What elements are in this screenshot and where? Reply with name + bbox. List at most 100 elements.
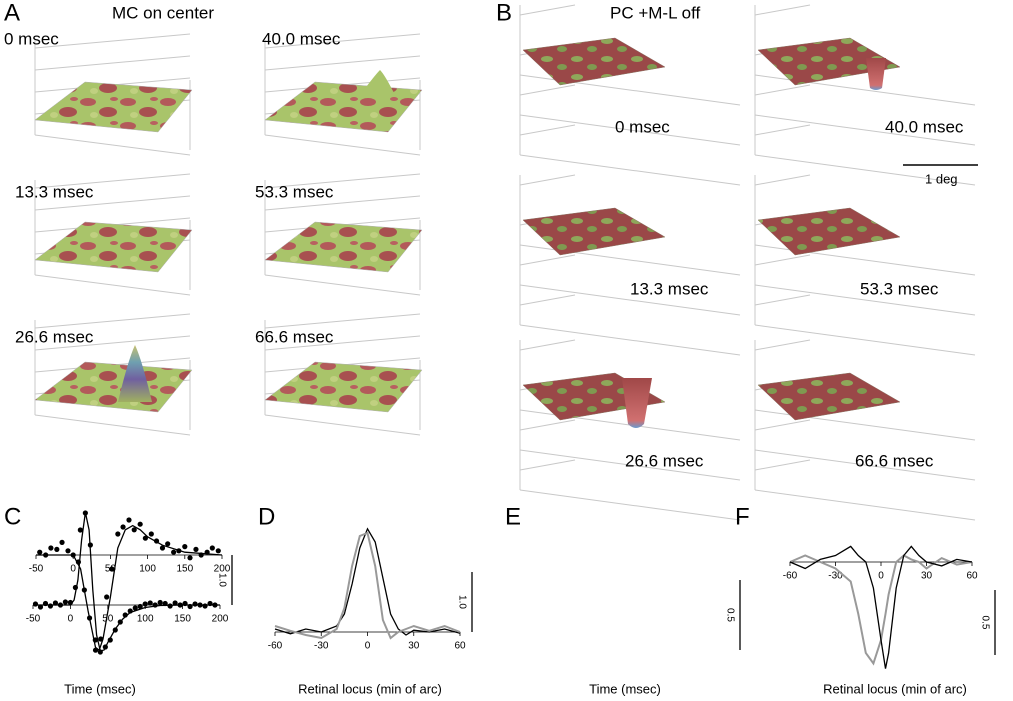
frame-label: 53.3 msec: [255, 182, 334, 201]
x-tick-label: -60: [783, 571, 798, 582]
x-tick-label: 60: [966, 571, 978, 582]
data-point: [109, 566, 115, 572]
axis-line: [519, 419, 576, 431]
frame-label: 66.6 msec: [255, 327, 334, 346]
data-point: [47, 603, 54, 609]
frame-label: 40.0 msec: [885, 117, 964, 136]
surface: [264, 361, 423, 413]
surface: [34, 221, 193, 273]
data-point: [37, 604, 44, 610]
panel-title: PC +M-L off: [610, 3, 701, 22]
panel-label: A: [4, 0, 20, 26]
axis-line: [519, 244, 741, 276]
axis-line: [519, 154, 741, 186]
axis-line: [519, 284, 741, 316]
data-point: [142, 601, 148, 607]
scale-label: 1 deg: [925, 171, 958, 186]
axis-line: [519, 339, 576, 351]
axis-line: [264, 134, 421, 156]
frame-label: 66.6 msec: [855, 451, 934, 470]
data-point: [137, 603, 143, 610]
axis-line: [519, 449, 741, 481]
data-point: [120, 524, 126, 530]
x-tick-label: 150: [176, 564, 193, 575]
axis-line: [754, 324, 976, 356]
panel-title: MC on center: [112, 3, 214, 22]
axis-line: [754, 294, 811, 306]
peak: [118, 345, 152, 402]
data-point: [148, 531, 154, 537]
panel-label: D: [258, 503, 275, 530]
peak: [360, 70, 395, 95]
scale-bar-label: 1.0: [216, 573, 227, 587]
x-tick-label: 30: [921, 571, 933, 582]
axis-line: [754, 409, 976, 441]
axis-line: [519, 459, 576, 471]
data-point: [126, 517, 132, 523]
data-line: [274, 527, 461, 636]
axis-line: [754, 254, 811, 266]
data-point: [131, 527, 137, 533]
frame-label: 26.6 msec: [15, 327, 94, 346]
data-line: [789, 545, 973, 669]
axis-line: [754, 154, 976, 186]
axis-line: [754, 244, 976, 276]
data-point: [172, 600, 178, 606]
x-tick-label: -50: [26, 614, 41, 625]
frame-label: 13.3 msec: [15, 182, 94, 201]
scale-bar-label: 0.5: [724, 608, 735, 622]
axis-line: [34, 134, 191, 156]
axis-line: [754, 489, 976, 521]
data-point: [54, 546, 60, 553]
data-point: [32, 601, 39, 607]
axis-line: [754, 339, 811, 351]
x-tick-label: 100: [137, 614, 154, 625]
x-axis-label: Retinal locus (min of arc): [298, 681, 442, 696]
axis-line: [34, 335, 191, 351]
axis-line: [519, 324, 741, 356]
frame-label: 53.3 msec: [860, 279, 939, 298]
surface: [757, 372, 901, 421]
axis-line: [264, 414, 421, 436]
axis-line: [754, 114, 976, 146]
surface: [522, 207, 666, 256]
axis-line: [264, 173, 421, 189]
axis-line: [754, 84, 811, 96]
x-tick-label: 0: [68, 614, 74, 625]
data-point: [142, 535, 148, 541]
data-line: [789, 554, 973, 666]
data-point: [62, 599, 68, 605]
data-point: [37, 549, 43, 555]
x-axis-label: Retinal locus (min of arc): [823, 681, 967, 696]
data-point: [182, 544, 188, 550]
axis-line: [519, 124, 576, 136]
surface: [34, 361, 193, 413]
response-peaks: [118, 58, 886, 428]
data-point: [157, 599, 163, 606]
data-point: [77, 527, 83, 533]
surface: [757, 37, 901, 86]
axis-line: [264, 55, 421, 71]
frame-label: 40.0 msec: [262, 29, 341, 48]
axis-line: [754, 124, 811, 136]
panel-label: F: [735, 503, 750, 530]
axis-line: [34, 173, 191, 189]
data-point: [215, 548, 221, 554]
axis-line: [519, 84, 576, 96]
axis-line: [34, 55, 191, 71]
axis-line: [34, 274, 191, 296]
x-tick-label: -30: [314, 641, 329, 652]
axis-line: [519, 114, 741, 146]
x-axis-label: Time (msec): [589, 681, 661, 696]
data-point: [171, 549, 177, 555]
axis-line: [754, 284, 976, 316]
x-tick-label: 200: [214, 564, 231, 575]
axis-line: [264, 33, 421, 49]
x-tick-label: 0: [365, 641, 371, 652]
scale-bar-label: 1.0: [456, 595, 467, 609]
surface: [34, 81, 193, 133]
trough: [622, 378, 652, 428]
x-tick-label: 150: [174, 614, 191, 625]
axis-line: [264, 274, 421, 296]
x-tick-label: -60: [268, 641, 283, 652]
